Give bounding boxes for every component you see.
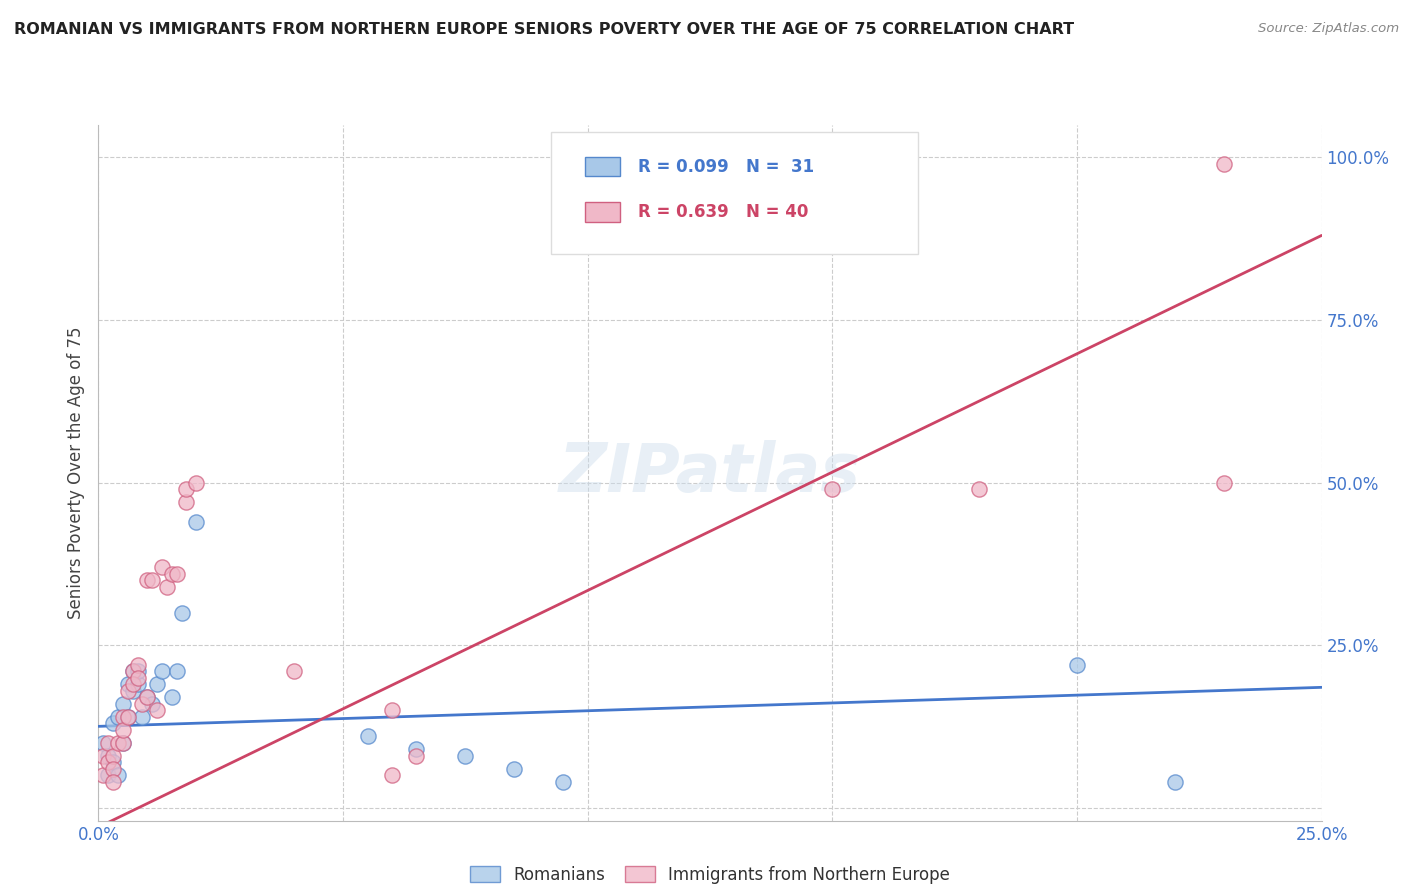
Point (117, 709, 139, 723)
Point (91, 768, 114, 782)
Point (166, 664, 188, 678)
Point (111, 736, 134, 750)
Point (967, 482, 990, 496)
Y-axis label: Seniors Poverty Over the Age of 75: Seniors Poverty Over the Age of 75 (67, 326, 86, 619)
Point (131, 697, 153, 711)
Point (675, 150, 697, 164)
Point (101, 755, 124, 769)
Point (1066, 657, 1088, 672)
Point (454, 748, 477, 763)
Point (576, 157, 599, 171)
Point (101, 762, 124, 776)
Point (1212, 157, 1234, 171)
Point (186, 515, 208, 529)
Point (111, 723, 134, 737)
Point (121, 664, 143, 678)
Point (160, 566, 183, 581)
Text: ZIPatlas: ZIPatlas (560, 440, 860, 506)
Point (117, 709, 139, 723)
Point (91, 748, 114, 763)
Text: ROMANIAN VS IMMIGRANTS FROM NORTHERN EUROPE SENIORS POVERTY OVER THE AGE OF 75 C: ROMANIAN VS IMMIGRANTS FROM NORTHERN EUR… (14, 22, 1074, 37)
Point (97, 755, 120, 769)
Point (91, 736, 114, 750)
Point (101, 716, 124, 731)
Text: R = 0.099   N =  31: R = 0.099 N = 31 (638, 158, 814, 176)
Point (107, 709, 129, 723)
Point (136, 690, 159, 704)
Point (156, 580, 179, 594)
Point (150, 664, 173, 678)
Point (160, 690, 183, 704)
Point (107, 736, 129, 750)
Point (131, 709, 153, 723)
Point (1212, 475, 1234, 490)
Point (405, 748, 427, 763)
Point (136, 573, 159, 587)
Point (127, 671, 149, 685)
FancyBboxPatch shape (551, 132, 918, 253)
Point (146, 677, 169, 691)
Legend: Romanians, Immigrants from Northern Europe: Romanians, Immigrants from Northern Euro… (465, 861, 955, 888)
Point (121, 664, 143, 678)
Point (553, 774, 575, 789)
Point (117, 683, 139, 698)
Point (107, 768, 129, 782)
Point (101, 774, 124, 789)
Point (381, 768, 404, 782)
Point (1164, 774, 1187, 789)
Point (97, 768, 120, 782)
Point (127, 664, 149, 678)
Point (146, 703, 169, 717)
Point (127, 657, 149, 672)
Point (97, 736, 120, 750)
Point (127, 677, 149, 691)
Point (101, 748, 124, 763)
Point (186, 475, 208, 490)
FancyBboxPatch shape (585, 202, 620, 221)
Point (176, 482, 198, 496)
Text: Source: ZipAtlas.com: Source: ZipAtlas.com (1258, 22, 1399, 36)
Point (111, 736, 134, 750)
Point (141, 697, 163, 711)
Point (166, 566, 188, 581)
Point (405, 742, 427, 756)
Point (121, 677, 143, 691)
Point (111, 697, 134, 711)
Point (356, 729, 378, 743)
Point (503, 762, 526, 776)
Text: R = 0.639   N = 40: R = 0.639 N = 40 (638, 202, 808, 221)
Point (381, 703, 404, 717)
Point (117, 677, 139, 691)
Point (141, 573, 163, 587)
Point (121, 683, 143, 698)
Point (111, 709, 134, 723)
Point (97, 748, 120, 763)
Point (170, 606, 193, 620)
Point (650, 157, 672, 171)
FancyBboxPatch shape (585, 157, 620, 177)
Point (176, 495, 198, 509)
Point (136, 690, 159, 704)
Point (821, 482, 844, 496)
Point (150, 560, 173, 574)
Point (283, 664, 305, 678)
